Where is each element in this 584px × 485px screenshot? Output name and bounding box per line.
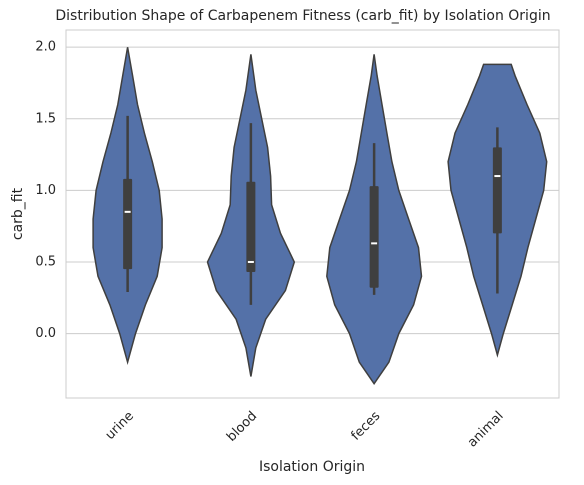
plot-frame (65, 29, 560, 399)
x-tick-label: feces (348, 409, 383, 444)
y-tick-label: 0.0 (35, 326, 56, 341)
y-tick-label: 1.5 (35, 111, 56, 126)
y-tick-label: 1.0 (35, 183, 56, 198)
y-tick-label: 2.0 (35, 40, 56, 55)
x-tick-label: animal (465, 409, 507, 451)
box (369, 186, 379, 288)
x-tick-label: urine (103, 409, 137, 443)
chart-title: Distribution Shape of Carbapenem Fitness… (55, 8, 550, 24)
x-axis-label: Isolation Origin (259, 459, 365, 475)
box (492, 147, 502, 234)
y-axis-label: carb_fit (10, 187, 26, 240)
box (123, 178, 133, 270)
box (246, 181, 256, 272)
x-tick-label: blood (224, 409, 260, 445)
y-tick-label: 0.5 (35, 254, 56, 269)
